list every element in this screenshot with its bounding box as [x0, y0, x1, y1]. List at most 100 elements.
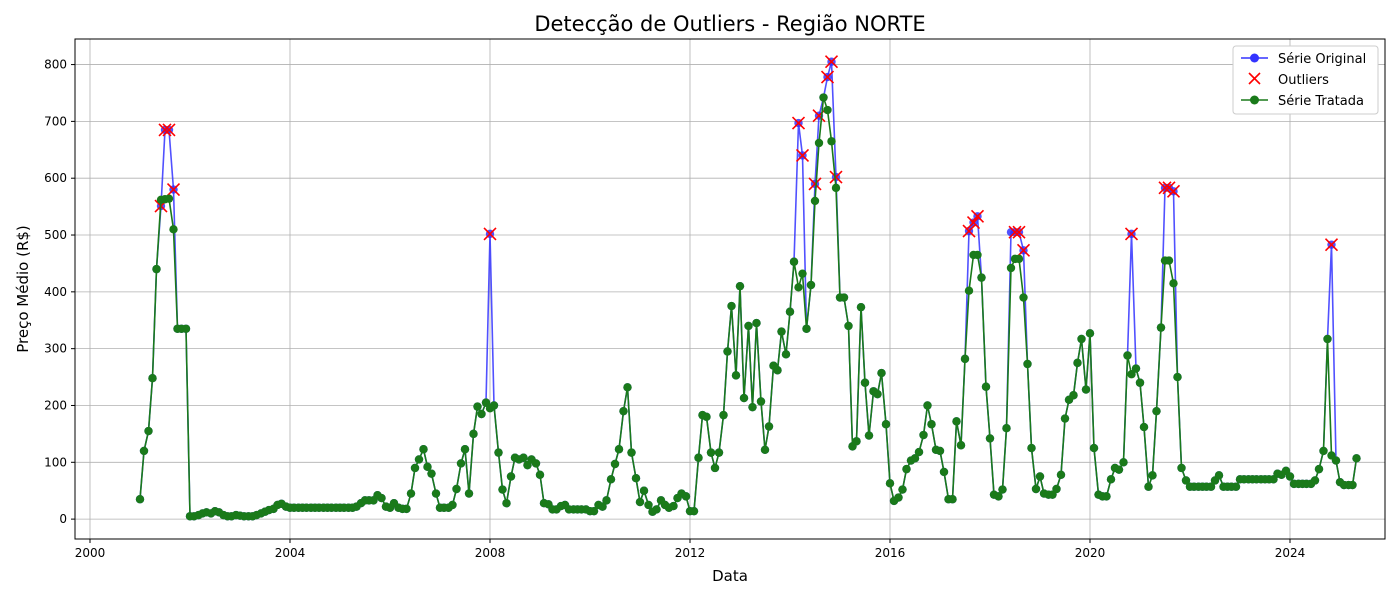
series-treated-point: [1144, 482, 1153, 491]
y-tick-label: 0: [59, 512, 67, 526]
series-treated-point: [1323, 334, 1332, 344]
series-treated-point: [1056, 470, 1066, 479]
outlier-marker: [162, 123, 176, 137]
series-treated-point: [1069, 391, 1078, 400]
outlier-marker: [970, 209, 985, 223]
series-treated-point: [702, 412, 711, 422]
series-treated-point: [635, 497, 645, 507]
series-treated-point: [469, 429, 478, 439]
series-treated-point: [627, 448, 636, 457]
series-treated-point: [873, 389, 882, 399]
outlier-marker: [824, 55, 839, 69]
series-treated-point: [181, 324, 191, 333]
outlier-marker-stroke: [1158, 181, 1172, 195]
legend-label-treated: Série Tratada: [1278, 94, 1364, 109]
y-tick-label: 800: [44, 58, 67, 72]
outlier-marker: [1008, 225, 1022, 239]
series-treated-point: [502, 499, 511, 508]
series-treated-point: [1148, 471, 1157, 480]
outlier-marker-stroke: [1008, 225, 1022, 239]
outlier-marker-stroke: [158, 123, 172, 137]
series-treated-point: [764, 422, 774, 431]
series-treated-point: [1123, 351, 1132, 360]
series-treated-point: [752, 318, 761, 328]
series-treated-point: [719, 410, 728, 420]
series-treated-point: [1348, 480, 1357, 490]
legend-label-original: Série Original: [1278, 52, 1366, 67]
series-treated-point: [1014, 254, 1024, 264]
legend-marker-outliers: [1248, 72, 1261, 85]
legend-marker-treated: [1250, 95, 1259, 105]
series-treated-point: [531, 459, 541, 468]
outlier-marker-stroke: [812, 109, 826, 123]
series-treated-point: [723, 347, 732, 356]
outlier-marker-stroke: [966, 215, 981, 230]
series-treated-point: [735, 281, 745, 291]
outlier-marker-stroke: [1016, 243, 1031, 257]
series-treated-point: [756, 397, 766, 406]
series-treated-point: [994, 492, 1003, 501]
series-treated-point: [419, 445, 428, 454]
series-treated-point: [902, 464, 911, 474]
series-treated-point: [798, 269, 807, 278]
series-treated-point: [464, 489, 474, 498]
series-treated-point: [898, 485, 907, 494]
series-treated-point: [589, 506, 599, 516]
series-treated-point: [985, 434, 995, 443]
outlier-marker: [962, 224, 976, 238]
series-treated-point: [1214, 471, 1224, 480]
series-treated-point: [839, 293, 849, 302]
outlier-marker: [966, 215, 981, 230]
outlier-marker: [483, 227, 497, 241]
outlier-marker-stroke: [829, 170, 843, 184]
series-treated-point: [1073, 358, 1082, 368]
y-tick-label: 100: [44, 455, 67, 469]
outlier-marker: [1012, 225, 1026, 239]
outlier-marker: [1158, 181, 1172, 195]
outlier-marker-stroke: [483, 227, 497, 241]
y-tick-label: 700: [44, 114, 67, 128]
outlier-marker: [820, 70, 835, 84]
series-treated-point: [681, 492, 691, 501]
outlier-marker: [158, 123, 172, 137]
series-treated-point: [1114, 465, 1124, 474]
series-treated-point: [456, 459, 466, 468]
series-treated-point: [1169, 279, 1178, 288]
y-tick-label: 400: [44, 285, 67, 299]
series-treated-point: [814, 138, 824, 148]
legend: Série Original Outliers Série Tratada: [1232, 45, 1379, 115]
series-treated-point: [777, 327, 786, 336]
series-treated-point: [935, 446, 945, 456]
series-treated-point: [1139, 422, 1149, 432]
series-treated-point: [1102, 492, 1111, 501]
outlier-marker-stroke: [1012, 225, 1026, 239]
y-tick-label: 200: [44, 398, 67, 412]
series-treated-point: [981, 382, 991, 391]
outlier-marker: [795, 148, 810, 163]
series-treated-point: [1173, 372, 1182, 382]
series-treated-point: [402, 504, 411, 514]
series-treated-point: [819, 93, 828, 102]
series-treated-point: [827, 137, 836, 146]
outlier-marker-stroke: [808, 177, 822, 191]
series-treated-point: [831, 183, 841, 193]
series-treated-point: [952, 417, 961, 426]
series-treated-point: [619, 406, 628, 416]
series-treated-point: [414, 455, 424, 464]
series-treated-point: [714, 448, 724, 457]
x-tick-label: 2016: [875, 546, 906, 560]
series-treated-point: [519, 453, 528, 462]
x-tick-label: 2004: [275, 546, 306, 560]
series-treated-point: [856, 302, 866, 312]
plot-frame: [74, 38, 1386, 540]
legend-marker-original: [1250, 53, 1259, 63]
series-treated-point: [1060, 414, 1070, 423]
series-treated-point: [460, 445, 470, 454]
series-treated-point: [852, 437, 861, 446]
series-treated-point: [669, 501, 678, 511]
x-tick-label: 2020: [1075, 546, 1106, 560]
series-treated-point: [610, 459, 620, 469]
